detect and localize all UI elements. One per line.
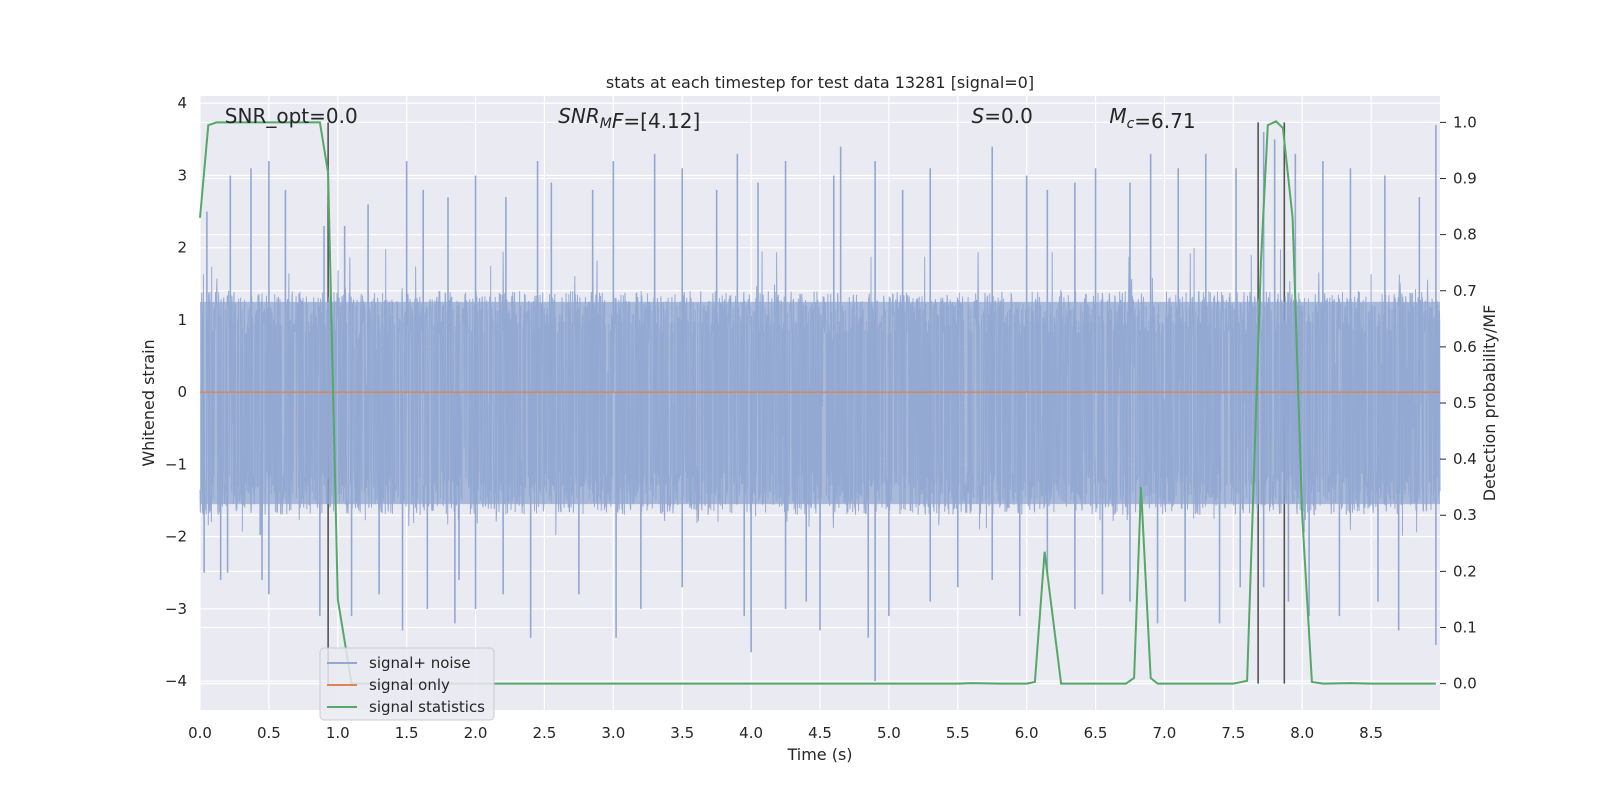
x-tick-label: 8.0 — [1290, 724, 1314, 742]
signal-statistics-line — [199, 120, 1436, 685]
y-right-tick-label: 0.0 — [1453, 675, 1477, 693]
legend-label-signal-statistics: signal statistics — [369, 698, 485, 716]
y-right-tick-label: 0.1 — [1453, 618, 1477, 636]
y-right-tick-label: 0.4 — [1453, 450, 1477, 468]
x-tick-label: 4.0 — [739, 724, 763, 742]
series-signal-statistics — [199, 120, 1436, 685]
series-signal-plus-noise — [199, 124, 1441, 682]
y-left-tick-label: −2 — [165, 528, 187, 546]
legend-box — [319, 647, 495, 721]
legend: signal+ noise signal only signal statist… — [319, 647, 495, 721]
y-right-tick-label: 0.8 — [1453, 226, 1477, 244]
y-left-tick-label: 2 — [177, 239, 187, 257]
x-tick-label: 1.0 — [326, 724, 350, 742]
y-axis-left-label: Whitened strain — [139, 339, 158, 466]
x-tick-label: 5.5 — [946, 724, 970, 742]
y-right-tick-label: 0.9 — [1453, 170, 1477, 188]
y-left-tick-label: −3 — [165, 600, 187, 618]
chart-title: stats at each timestep for test data 132… — [606, 73, 1034, 92]
x-tick-label: 6.5 — [1084, 724, 1108, 742]
x-tick-label: 3.0 — [601, 724, 625, 742]
y-right-tick-label: 0.6 — [1453, 338, 1477, 356]
x-tick-label: 8.5 — [1359, 724, 1383, 742]
x-tick-label: 7.0 — [1153, 724, 1177, 742]
legend-label-signal-plus-noise: signal+ noise — [369, 654, 471, 672]
annotation-text: S=0.0 — [972, 104, 1033, 128]
x-tick-label: 3.5 — [670, 724, 694, 742]
x-tick-label: 2.5 — [533, 724, 557, 742]
y-right-tick-label: 1.0 — [1453, 113, 1477, 131]
y-left-tick-label: −4 — [165, 672, 187, 690]
x-tick-label: 6.0 — [1015, 724, 1039, 742]
y-axis-right-label: Detection probability/MF — [1480, 305, 1499, 502]
annotation-text: SNRMF=[4.12] — [558, 104, 700, 133]
x-tick-label: 5.0 — [877, 724, 901, 742]
x-tick-label: 4.5 — [808, 724, 832, 742]
x-tick-label: 7.5 — [1221, 724, 1245, 742]
x-tick-label: 0.0 — [188, 724, 212, 742]
y-left-tick-label: 3 — [177, 166, 187, 184]
y-left-tick-label: 1 — [177, 311, 187, 329]
y-right-tick-label: 0.3 — [1453, 506, 1477, 524]
annotations: SNR_opt=0.0 SNRMF=[4.12] S=0.0 Mc=6.71 — [225, 104, 1196, 133]
y-right-tick-label: 0.5 — [1453, 394, 1477, 412]
y-right-tick-label: 0.7 — [1453, 282, 1477, 300]
y-axis-right-ticks: 1.0 0.9 0.8 0.7 0.6 0.5 0.4 0.3 0.2 0.1 0.0 — [1440, 113, 1477, 693]
x-tick-label: 0.5 — [257, 724, 281, 742]
x-tick-label: 2.0 — [464, 724, 488, 742]
x-tick-label: 1.5 — [395, 724, 419, 742]
annotation-text: SNR_opt=0.0 — [225, 104, 358, 128]
y-axis-left-ticks: 4 3 2 1 0 −1 −2 −3 −4 — [165, 94, 187, 690]
y-left-tick-label: 0 — [177, 383, 187, 401]
x-axis-label: Time (s) — [786, 745, 852, 764]
annotation-text: Mc=6.71 — [1109, 104, 1195, 133]
legend-label-signal-only: signal only — [369, 676, 450, 694]
y-left-tick-label: 4 — [177, 94, 187, 112]
y-left-tick-label: −1 — [165, 455, 187, 473]
y-right-tick-label: 0.2 — [1453, 562, 1477, 580]
x-axis-ticks: 0.0 0.5 1.0 1.5 2.0 2.5 3.0 3.5 4.0 4.5 5.0 5.5 6.0 6… — [188, 724, 1383, 742]
